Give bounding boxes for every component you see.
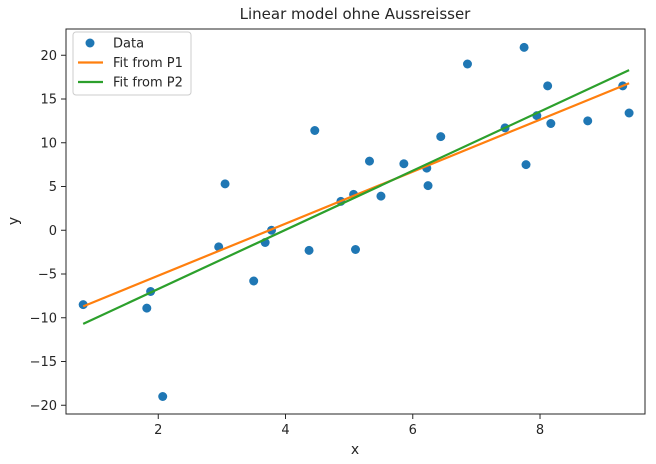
y-tick-label: 15	[40, 93, 57, 108]
data-point	[158, 392, 168, 401]
data-point	[543, 81, 553, 91]
data-point	[304, 245, 314, 255]
x-tick-label: 4	[281, 423, 289, 438]
y-tick-label: 0	[49, 224, 57, 239]
y-tick-label: 5	[49, 180, 57, 195]
y-tick-label: 20	[40, 49, 57, 64]
data-point	[220, 179, 230, 189]
data-point	[142, 303, 152, 313]
data-point	[624, 108, 634, 118]
data-point	[78, 300, 88, 310]
fit-line-p2	[82, 69, 630, 325]
x-axis-label: x	[351, 442, 359, 458]
x-tick-label: 2	[154, 423, 162, 438]
data-point	[521, 160, 531, 170]
data-point	[462, 59, 472, 69]
y-tick-label: 10	[40, 136, 57, 151]
plot-area: 2 4 6 8 −20 −15 −10 −5 0 5 10 15 20	[30, 28, 646, 438]
legend-label: Fit from P2	[113, 76, 183, 91]
legend-marker-data	[85, 38, 95, 48]
data-point	[399, 159, 409, 169]
legend: Data Fit from P1 Fit from P2	[72, 31, 192, 96]
y-tick-label: −10	[30, 311, 57, 326]
y-axis-label: y	[6, 217, 22, 225]
data-point	[364, 156, 374, 166]
data-point	[310, 126, 320, 135]
data-point	[519, 42, 529, 52]
axes-frame	[65, 28, 646, 415]
x-tick-label: 8	[536, 423, 544, 438]
x-tick-label: 6	[409, 423, 417, 438]
y-tick-label: −5	[38, 268, 57, 283]
data-point	[436, 132, 446, 142]
data-point	[546, 119, 556, 128]
data-point	[583, 116, 593, 126]
data-point	[351, 245, 360, 254]
legend-label: Data	[113, 37, 144, 52]
legend-label: Fit from P1	[113, 56, 183, 71]
data-point	[249, 276, 259, 286]
fit-line-p1	[82, 82, 630, 308]
y-tick-label: −15	[30, 355, 57, 370]
data-point	[376, 191, 386, 201]
legend-box	[72, 31, 192, 96]
chart-title: Linear model ohne Aussreisser	[240, 5, 472, 23]
data-point	[423, 181, 433, 191]
y-tick-label: −20	[30, 399, 57, 414]
